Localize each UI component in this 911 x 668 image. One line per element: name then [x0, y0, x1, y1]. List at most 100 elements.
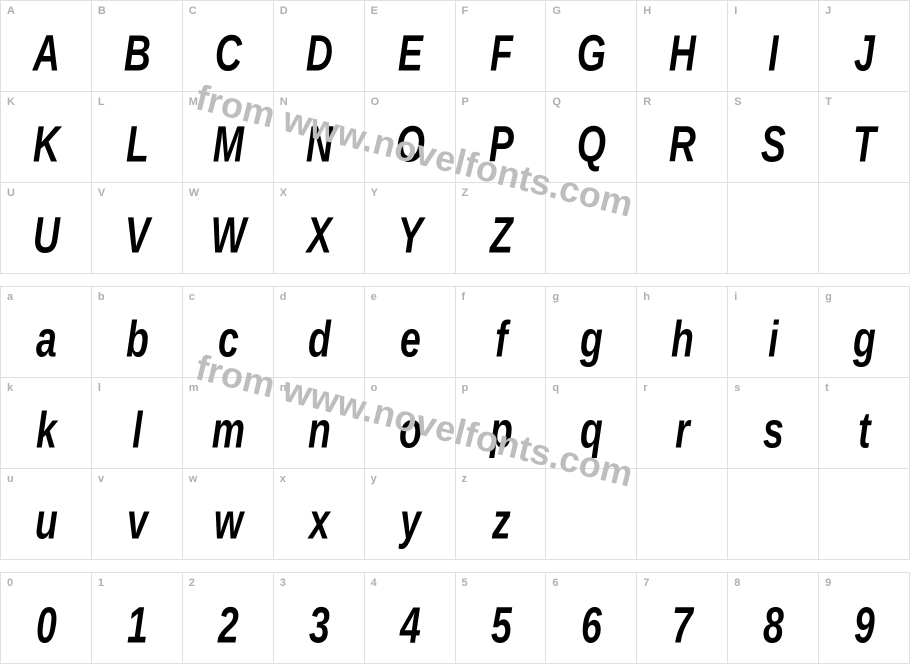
cell-glyph: 1 — [99, 598, 175, 656]
cell-label: K — [7, 96, 15, 108]
cell-glyph: x — [280, 494, 356, 552]
cell-label: z — [462, 473, 468, 485]
glyph-cell: II — [728, 1, 819, 92]
glyph-cell: 88 — [728, 573, 819, 664]
glyph-cell: gg — [546, 287, 637, 378]
cell-glyph: O — [371, 117, 447, 175]
cell-glyph: 0 — [8, 598, 84, 656]
cell-glyph: P — [462, 117, 538, 175]
cell-label: P — [462, 96, 469, 108]
cell-label: H — [643, 5, 651, 17]
cell-glyph: m — [190, 403, 266, 461]
glyph-cell: yy — [365, 469, 456, 560]
cell-glyph: C — [190, 26, 266, 84]
glyph-cell: 66 — [546, 573, 637, 664]
cell-glyph: Q — [553, 117, 629, 175]
glyph-cell: ll — [92, 378, 183, 469]
cell-label: i — [734, 291, 737, 303]
cell-label: 4 — [371, 577, 377, 589]
glyph-cell — [819, 469, 910, 560]
cell-label: u — [7, 473, 14, 485]
cell-glyph: a — [8, 312, 84, 370]
glyph-cell: vv — [92, 469, 183, 560]
cell-glyph: y — [371, 494, 447, 552]
cell-label: Y — [371, 187, 378, 199]
glyph-cell: OO — [365, 92, 456, 183]
cell-glyph: q — [553, 403, 629, 461]
cell-glyph: X — [280, 208, 356, 266]
cell-label: c — [189, 291, 195, 303]
cell-glyph: n — [280, 403, 356, 461]
cell-label: J — [825, 5, 831, 17]
glyph-cell: SS — [728, 92, 819, 183]
cell-label: 5 — [462, 577, 468, 589]
glyph-cell: YY — [365, 183, 456, 274]
glyph-cell — [546, 183, 637, 274]
cell-label: 0 — [7, 577, 13, 589]
cell-label: S — [734, 96, 741, 108]
cell-glyph: L — [99, 117, 175, 175]
glyph-cell: CC — [183, 1, 274, 92]
cell-label: B — [98, 5, 106, 17]
cell-label: h — [643, 291, 650, 303]
cell-label: Q — [552, 96, 561, 108]
glyph-cell: ss — [728, 378, 819, 469]
glyph-cell — [637, 183, 728, 274]
cell-glyph: b — [99, 312, 175, 370]
glyph-cell: 22 — [183, 573, 274, 664]
cell-label: L — [98, 96, 105, 108]
cell-label: R — [643, 96, 651, 108]
glyph-cell: oo — [365, 378, 456, 469]
cell-glyph: o — [371, 403, 447, 461]
glyph-cell: RR — [637, 92, 728, 183]
cell-glyph: T — [826, 117, 902, 175]
cell-glyph: J — [826, 26, 902, 84]
cell-label: g — [825, 291, 832, 303]
cell-label: G — [552, 5, 561, 17]
glyph-cell: 11 — [92, 573, 183, 664]
glyph-cell: mm — [183, 378, 274, 469]
cell-glyph: R — [644, 117, 720, 175]
cell-label: T — [825, 96, 832, 108]
cell-glyph: e — [371, 312, 447, 370]
glyph-cell: hh — [637, 287, 728, 378]
cell-label: k — [7, 382, 13, 394]
cell-glyph: 7 — [644, 598, 720, 656]
glyph-cell: 00 — [1, 573, 92, 664]
glyph-cell: TT — [819, 92, 910, 183]
cell-label: 3 — [280, 577, 286, 589]
cell-label: V — [98, 187, 105, 199]
glyph-cell: gg — [819, 287, 910, 378]
cell-label: 1 — [98, 577, 104, 589]
cell-glyph: N — [280, 117, 356, 175]
cell-glyph: 5 — [462, 598, 538, 656]
glyph-cell: xx — [274, 469, 365, 560]
cell-label: p — [462, 382, 469, 394]
cell-label: 7 — [643, 577, 649, 589]
glyph-cell: BB — [92, 1, 183, 92]
cell-label: A — [7, 5, 15, 17]
cell-label: d — [280, 291, 287, 303]
table-spacer — [0, 560, 911, 572]
cell-label: b — [98, 291, 105, 303]
glyph-cell: cc — [183, 287, 274, 378]
glyph-cell — [637, 469, 728, 560]
cell-label: D — [280, 5, 288, 17]
cell-glyph: Y — [371, 208, 447, 266]
cell-glyph: M — [190, 117, 266, 175]
cell-glyph: K — [8, 117, 84, 175]
cell-glyph: t — [826, 403, 902, 461]
glyph-cell: 77 — [637, 573, 728, 664]
cell-label: n — [280, 382, 287, 394]
glyph-cell: bb — [92, 287, 183, 378]
cell-label: g — [552, 291, 559, 303]
cell-label: v — [98, 473, 104, 485]
glyph-cell: PP — [456, 92, 547, 183]
glyph-grid-container: AABBCCDDEEFFGGHHIIJJKKLLMMNNOOPPQQRRSSTT… — [0, 0, 911, 664]
glyph-cell: ZZ — [456, 183, 547, 274]
cell-glyph: d — [280, 312, 356, 370]
cell-glyph: g — [826, 312, 902, 370]
cell-label: M — [189, 96, 198, 108]
cell-label: C — [189, 5, 197, 17]
cell-glyph: 9 — [826, 598, 902, 656]
